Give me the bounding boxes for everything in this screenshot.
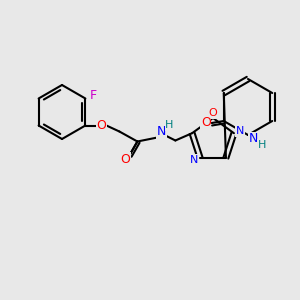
Text: H: H xyxy=(258,140,266,150)
Text: N: N xyxy=(190,155,198,165)
Text: N: N xyxy=(248,133,258,146)
Text: O: O xyxy=(201,116,211,130)
Text: F: F xyxy=(90,89,97,102)
Text: N: N xyxy=(157,125,166,138)
Text: N: N xyxy=(236,126,244,136)
Text: O: O xyxy=(96,119,106,132)
Text: H: H xyxy=(165,121,174,130)
Text: O: O xyxy=(208,108,217,118)
Text: O: O xyxy=(120,153,130,166)
